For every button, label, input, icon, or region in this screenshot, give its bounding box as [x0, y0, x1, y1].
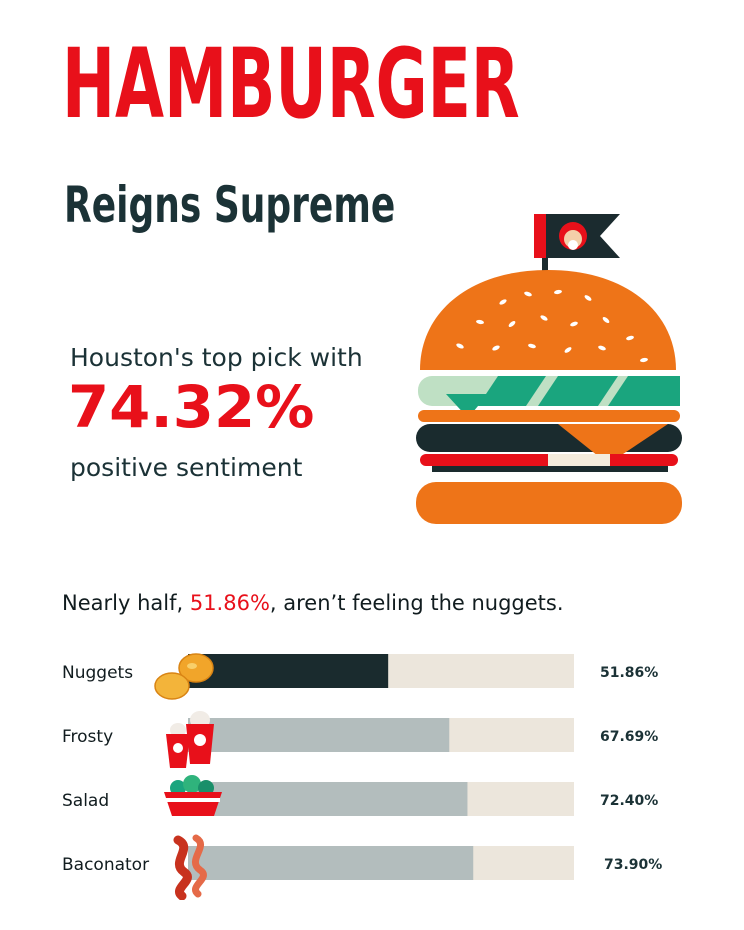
category-label-baconator: Baconator [62, 855, 149, 875]
flag-icon [534, 214, 620, 274]
salad-bowl-icon [164, 775, 222, 816]
bar-frosty [188, 718, 450, 752]
value-label-baconator: 73.90% [604, 857, 662, 873]
headline-before: Nearly half, [62, 591, 190, 615]
bar-baconator [188, 846, 474, 880]
headline-after: , aren’t feeling the nuggets. [269, 591, 564, 615]
bacon-icon [173, 834, 207, 900]
category-label-nuggets: Nuggets [62, 663, 133, 683]
sentiment-bar-chart: Nuggets 51.86% Frosty 67.69% Salad 72.40% Baco… [62, 653, 662, 900]
page-title: HAMBURGER [62, 28, 520, 140]
stat-value: 74.32% [68, 373, 315, 441]
value-label-nuggets: 51.86% [600, 665, 658, 681]
stat-outro-text: positive sentiment [70, 453, 303, 482]
headline: Nearly half, 51.86%, aren’t feeling the … [62, 591, 564, 615]
nuggets-icon [154, 653, 214, 700]
stat-intro-text: Houston's top pick with [70, 343, 363, 372]
bar-salad [188, 782, 468, 816]
frosty-cups-icon [166, 711, 214, 768]
headline-highlight: 51.86% [189, 591, 270, 615]
value-label-salad: 72.40% [600, 793, 658, 809]
value-label-frosty: 67.69% [600, 729, 658, 745]
category-label-salad: Salad [62, 791, 109, 811]
bar-nuggets [188, 654, 389, 688]
page-subtitle: Reigns Supreme [64, 176, 396, 234]
burger-illustration [416, 214, 682, 524]
category-label-frosty: Frosty [62, 727, 113, 747]
